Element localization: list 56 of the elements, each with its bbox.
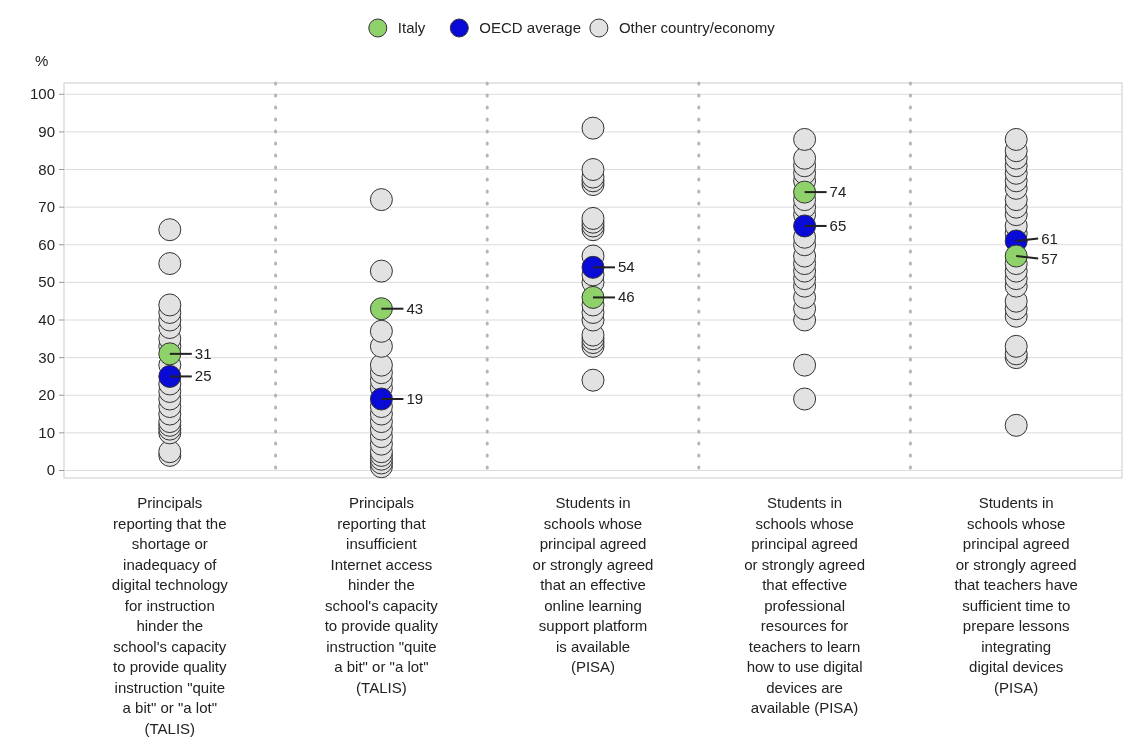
y-axis-title: % xyxy=(35,52,49,69)
y-tick-label: 90 xyxy=(38,122,55,140)
point xyxy=(1004,244,1028,268)
point xyxy=(793,180,817,204)
y-tick-label: 60 xyxy=(38,235,55,253)
data-label: 61 xyxy=(1041,229,1058,247)
category-label: Principals reporting that the shortage or inadequacy of digital technology for instruction hinder the school's capacity to provide quality instruction "quite a bit" or "a lot" (TALIS) xyxy=(111,494,228,737)
point xyxy=(369,297,393,321)
point xyxy=(1004,334,1028,358)
y-tick-label: 100 xyxy=(29,85,55,103)
data-label: 43 xyxy=(406,299,424,317)
point xyxy=(158,252,182,276)
data-label: 19 xyxy=(406,390,424,407)
point xyxy=(158,218,182,242)
legend-label: OECD average xyxy=(479,19,582,36)
y-tick-label: 80 xyxy=(38,160,55,178)
legend-label: Other country/economy xyxy=(618,19,776,36)
category-label: Principals reporting that insufficient Internet access hinder the school's capacity to provide quality instruction "quite a bit" or "a lot" (TALIS) xyxy=(324,494,439,696)
legend-label: Italy xyxy=(397,19,426,36)
point xyxy=(581,116,605,140)
category-label: Students in schools whose principal agreed or strongly agreed that teachers have sufficient time to prepare lessons integrating digital devices (PISA) xyxy=(954,494,1078,696)
point xyxy=(793,146,817,170)
point xyxy=(158,342,182,366)
point xyxy=(369,319,393,343)
y-tick-label: 50 xyxy=(38,273,55,291)
point xyxy=(369,353,393,377)
point xyxy=(793,214,817,238)
point xyxy=(581,158,605,181)
y-tick-label: 40 xyxy=(38,311,55,328)
point xyxy=(793,127,817,151)
point xyxy=(581,285,605,309)
point xyxy=(158,364,182,388)
y-tick-label: 30 xyxy=(38,348,55,366)
point xyxy=(369,387,393,411)
y-tick-label: 0 xyxy=(46,461,55,479)
point xyxy=(793,387,817,411)
data-label: 46 xyxy=(618,288,635,306)
point xyxy=(158,293,182,317)
point xyxy=(581,255,605,279)
point xyxy=(1004,413,1028,437)
point xyxy=(369,259,393,283)
data-label: 57 xyxy=(1041,249,1058,267)
point xyxy=(793,353,817,377)
data-label: 31 xyxy=(194,344,212,362)
y-tick-label: 10 xyxy=(38,423,55,441)
data-label: 25 xyxy=(194,367,212,385)
point xyxy=(1004,127,1028,151)
point xyxy=(581,368,605,392)
y-tick-label: 70 xyxy=(38,198,55,216)
y-tick-label: 20 xyxy=(38,386,55,404)
data-label: 74 xyxy=(829,183,847,201)
category-label: Students in schools whose principal agreed or strongly agreed that effective professional resources for teachers to learn how to use digital devices are available (PISA) xyxy=(744,494,866,716)
category-label: Students in schools whose principal agreed or strongly agreed that an effective online learning support platform is available (PISA) xyxy=(532,494,654,675)
data-label: 65 xyxy=(829,216,847,234)
data-label: 54 xyxy=(618,258,635,276)
point xyxy=(369,188,393,212)
